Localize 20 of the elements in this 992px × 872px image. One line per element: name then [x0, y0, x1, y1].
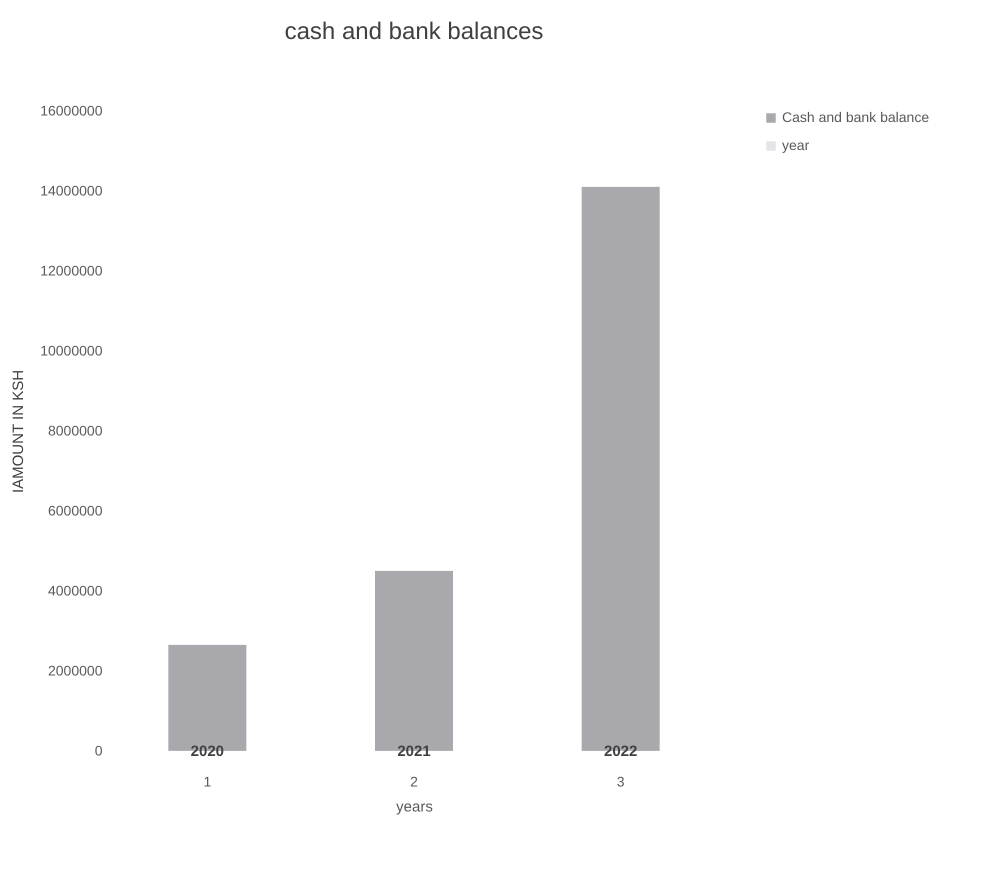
x-tick-label: 3	[616, 774, 625, 790]
y-axis-title: IAMOUNT IN KSH	[10, 370, 28, 494]
y-tick-label: 8000000	[48, 422, 103, 438]
y-tick-label: 12000000	[40, 262, 103, 278]
data-label: 2022	[604, 742, 638, 760]
y-tick-label: 0	[94, 742, 103, 758]
x-tick-label: 2	[410, 774, 418, 790]
legend-label: Cash and bank balance	[782, 109, 930, 125]
x-tick-label: 1	[203, 774, 212, 790]
y-tick-label: 16000000	[40, 102, 103, 118]
data-label: 2020	[190, 742, 224, 760]
y-tick-label: 10000000	[40, 342, 103, 358]
y-tick-label: 2000000	[48, 662, 103, 678]
chart-title: cash and bank balances	[284, 18, 544, 45]
y-tick-label: 14000000	[40, 182, 103, 198]
y-tick-label: 4000000	[48, 582, 103, 598]
y-tick-label: 6000000	[48, 502, 103, 518]
legend-label: year	[782, 137, 810, 153]
data-label: 2021	[397, 742, 431, 760]
x-axis-title: years	[396, 798, 433, 816]
